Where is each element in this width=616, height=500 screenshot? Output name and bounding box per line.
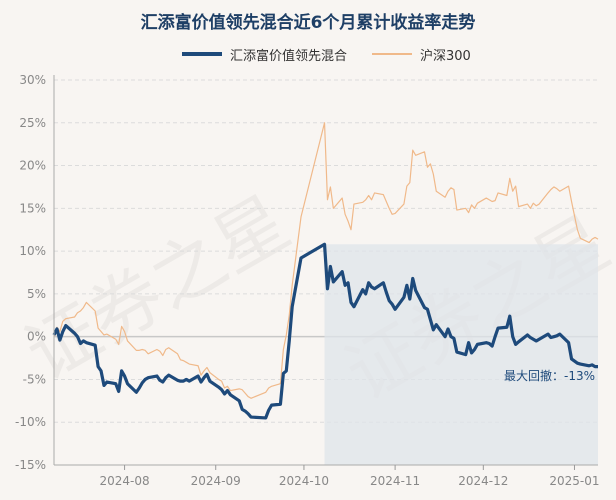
y-tick-label: -5% (23, 372, 46, 386)
y-tick-label: 30% (19, 73, 46, 87)
legend-label-fund: 汇添富价值领先混合 (230, 48, 348, 64)
chart-legend: 汇添富价值领先混合 沪深300 (0, 44, 616, 64)
y-tick-label: 0% (27, 330, 46, 344)
x-tick-label: 2025-01 (549, 474, 599, 488)
x-tick-label: 2024-11 (370, 474, 420, 488)
max-drawdown-annotation: 最大回撤：-13% (504, 368, 595, 383)
x-tick-label: 2024-09 (191, 474, 241, 488)
y-tick-label: 25% (19, 116, 46, 130)
x-tick-label: 2024-08 (100, 474, 150, 488)
legend-item-index[interactable]: 沪深300 (372, 44, 471, 64)
x-tick-label: 2024-10 (279, 474, 329, 488)
legend-swatch-fund (182, 52, 222, 56)
y-tick-label: 10% (19, 244, 46, 258)
legend-swatch-index (372, 53, 412, 55)
series-line-fund (52, 242, 598, 420)
chart-title: 汇添富价值领先混合近6个月累计收益率走势 (140, 13, 476, 33)
y-tick-label: -10% (15, 415, 46, 429)
y-tick-label: 20% (19, 159, 46, 173)
series-line-index (53, 122, 599, 399)
y-tick-label: 15% (19, 201, 46, 215)
x-tick-label: 2024-12 (458, 474, 508, 488)
legend-item-fund[interactable]: 汇添富价值领先混合 (182, 44, 347, 64)
y-tick-label: 5% (27, 287, 46, 301)
y-tick-label: -15% (15, 458, 46, 472)
legend-label-index: 沪深300 (420, 48, 471, 64)
